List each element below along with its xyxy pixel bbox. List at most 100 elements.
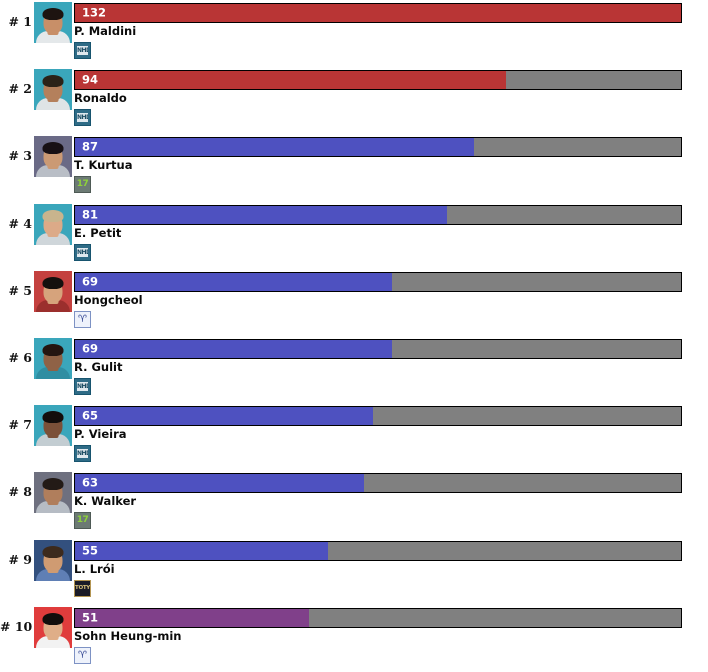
player-name: T. Kurtua xyxy=(74,158,133,173)
bar-value-label: 69 xyxy=(82,274,99,288)
player-portrait xyxy=(34,69,72,111)
row-content: 81 E. Petit NHD xyxy=(74,202,708,261)
bar-track: 63 xyxy=(74,473,682,494)
row-content: 63 K. Walker 17 xyxy=(74,470,708,530)
rank-label: # 10 xyxy=(0,618,33,634)
portrait-shoulders xyxy=(36,635,70,648)
bar-track: 69 xyxy=(74,338,682,359)
ranking-row: # 6 69 R. Gulit NHD xyxy=(0,336,708,403)
player-name: Ronaldo xyxy=(74,91,127,106)
player-portrait xyxy=(34,136,72,178)
row-content: 65 P. Vieira NHD xyxy=(74,403,708,463)
row-content: 51 Sohn Heung-min ♈ xyxy=(74,605,708,664)
bar-fill xyxy=(75,4,681,22)
ranking-row: # 10 51 Sohn Heung-min ♈ xyxy=(0,605,708,672)
badge-label: TOTY xyxy=(75,584,90,591)
badge-trophy-icon[interactable]: ♈ xyxy=(74,310,91,328)
badge-nhd-icon[interactable]: NHD xyxy=(74,445,91,463)
ranking-row: # 8 63 K. Walker 17 xyxy=(0,470,708,537)
player-portrait xyxy=(34,606,72,648)
ranking-row: # 2 94 Ronaldo NHD xyxy=(0,67,708,134)
bar-value-label: 94 xyxy=(82,72,99,87)
rank-label: # 1 xyxy=(8,14,32,29)
portrait-shoulders xyxy=(36,98,70,111)
player-name: K. Walker xyxy=(74,494,137,509)
bar-fill xyxy=(75,339,392,358)
ranking-row: # 1 132 P. Maldini NHD xyxy=(0,0,708,67)
player-name: Hongcheol xyxy=(74,292,143,307)
ranking-row: # 7 65 P. Vieira NHD xyxy=(0,403,708,470)
bar-track: 55 xyxy=(74,540,682,561)
badge-label: NHD xyxy=(77,381,88,391)
portrait-shoulders xyxy=(36,299,70,312)
bar-fill xyxy=(75,541,328,560)
player-name: Sohn Heung-min xyxy=(74,628,182,643)
badge-label: NHD xyxy=(77,449,88,459)
player-name: E. Petit xyxy=(74,225,122,240)
bar-value-label: 65 xyxy=(82,408,99,423)
row-content: 132 P. Maldini NHD xyxy=(74,0,708,59)
player-portrait xyxy=(34,405,72,447)
bar-track: 81 xyxy=(74,204,682,225)
badge-label: ♈ xyxy=(78,313,87,325)
player-portrait xyxy=(34,337,72,379)
rank-label: # 2 xyxy=(8,81,32,97)
rank-label: # 7 xyxy=(8,417,32,433)
portrait-shoulders xyxy=(36,501,70,514)
badge-17-icon[interactable]: 17 xyxy=(74,176,91,194)
player-portrait xyxy=(34,2,72,43)
bar-value-label: 63 xyxy=(82,475,99,490)
badge-trophy-icon[interactable]: ♈ xyxy=(74,646,91,664)
portrait-shoulders xyxy=(36,31,70,43)
portrait-shoulders xyxy=(36,366,70,379)
bar-value-label: 55 xyxy=(82,542,99,557)
badge-17-icon[interactable]: 17 xyxy=(74,512,91,530)
bar-fill xyxy=(75,138,475,157)
bar-fill xyxy=(75,407,374,426)
badge-nhd-icon[interactable]: NHD xyxy=(74,42,91,59)
bar-value-label: 81 xyxy=(82,206,99,221)
portrait-hair xyxy=(42,343,64,356)
player-name: P. Vieira xyxy=(74,427,127,442)
row-content: 69 R. Gulit NHD xyxy=(74,336,708,395)
portrait-shoulders xyxy=(36,568,70,581)
bar-value-label: 69 xyxy=(82,341,99,356)
player-portrait xyxy=(34,270,72,312)
bar-fill xyxy=(75,272,392,291)
badge-nhd-icon[interactable]: NHD xyxy=(74,377,91,395)
ranking-row: # 9 55 L. Lrói TOTY xyxy=(0,538,708,605)
player-name: R. Gulit xyxy=(74,359,123,374)
portrait-shoulders xyxy=(36,165,70,178)
player-name: L. Lrói xyxy=(74,561,115,576)
rank-label: # 8 xyxy=(8,484,32,500)
badge-label: 17 xyxy=(76,179,89,190)
player-portrait xyxy=(34,472,72,514)
bar-fill xyxy=(75,71,507,90)
badge-nhd-icon[interactable]: NHD xyxy=(74,109,91,127)
bar-track: 132 xyxy=(74,3,682,23)
portrait-hair xyxy=(42,209,64,222)
portrait-hair xyxy=(42,142,64,155)
badge-label: NHD xyxy=(77,46,88,55)
badge-label: ♈ xyxy=(78,649,87,661)
badge-toty-icon[interactable]: TOTY xyxy=(74,579,91,597)
bar-track: 51 xyxy=(74,607,682,628)
bar-fill xyxy=(75,474,365,493)
ranking-row: # 5 69 Hongcheol ♈ xyxy=(0,269,708,336)
ranking-row: # 4 81 E. Petit NHD xyxy=(0,202,708,269)
player-portrait xyxy=(34,539,72,581)
rank-label: # 9 xyxy=(8,551,32,567)
portrait-hair xyxy=(42,8,64,20)
ranking-row: # 3 87 T. Kurtua 17 xyxy=(0,134,708,201)
bar-value-label: 132 xyxy=(82,5,107,20)
badge-label: 17 xyxy=(76,515,89,526)
bar-track: 65 xyxy=(74,406,682,427)
badge-nhd-icon[interactable]: NHD xyxy=(74,243,91,261)
bar-fill xyxy=(75,608,309,627)
portrait-hair xyxy=(42,478,64,491)
badge-label: NHD xyxy=(77,113,88,123)
row-content: 94 Ronaldo NHD xyxy=(74,67,708,127)
bar-fill xyxy=(75,205,448,224)
portrait-hair xyxy=(42,612,64,625)
